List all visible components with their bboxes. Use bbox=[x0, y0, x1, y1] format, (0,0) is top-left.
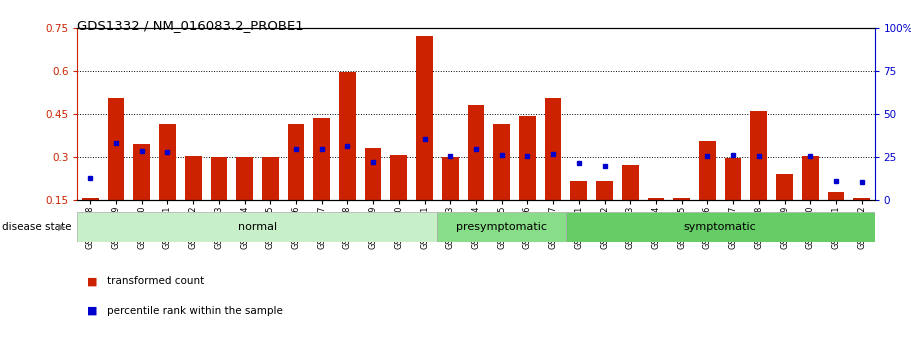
Bar bbox=[262, 157, 279, 200]
Bar bbox=[467, 105, 485, 200]
Bar bbox=[185, 156, 201, 200]
Bar bbox=[313, 118, 330, 200]
Text: transformed count: transformed count bbox=[107, 276, 204, 286]
Bar bbox=[339, 72, 356, 200]
Bar bbox=[776, 174, 793, 200]
Bar bbox=[416, 36, 433, 200]
Bar bbox=[566, 212, 875, 241]
Bar bbox=[570, 180, 588, 200]
Bar bbox=[159, 124, 176, 200]
Text: ▶: ▶ bbox=[58, 222, 66, 232]
Bar bbox=[827, 192, 844, 200]
Text: presymptomatic: presymptomatic bbox=[456, 222, 548, 232]
Bar bbox=[596, 180, 613, 200]
Bar bbox=[751, 111, 767, 200]
Bar bbox=[77, 212, 437, 241]
Bar bbox=[673, 198, 690, 200]
Text: ■: ■ bbox=[87, 276, 97, 286]
Bar bbox=[519, 116, 536, 200]
Bar bbox=[364, 148, 382, 200]
Bar bbox=[545, 98, 561, 200]
Bar bbox=[699, 141, 716, 200]
Text: disease state: disease state bbox=[2, 222, 71, 232]
Bar bbox=[236, 157, 253, 200]
Bar bbox=[442, 157, 458, 200]
Bar bbox=[437, 212, 566, 241]
Bar bbox=[494, 124, 510, 200]
Bar bbox=[854, 198, 870, 200]
Text: GDS1332 / NM_016083.2_PROBE1: GDS1332 / NM_016083.2_PROBE1 bbox=[77, 19, 304, 32]
Text: symptomatic: symptomatic bbox=[684, 222, 757, 232]
Text: percentile rank within the sample: percentile rank within the sample bbox=[107, 306, 282, 315]
Bar bbox=[802, 156, 819, 200]
Bar bbox=[725, 158, 742, 200]
Bar bbox=[133, 144, 150, 200]
Bar bbox=[622, 165, 639, 200]
Bar bbox=[648, 198, 664, 200]
Bar bbox=[391, 155, 407, 200]
Text: normal: normal bbox=[238, 222, 277, 232]
Bar bbox=[82, 198, 98, 200]
Text: ■: ■ bbox=[87, 306, 97, 315]
Bar bbox=[288, 124, 304, 200]
Bar bbox=[210, 157, 227, 200]
Bar bbox=[107, 98, 125, 200]
